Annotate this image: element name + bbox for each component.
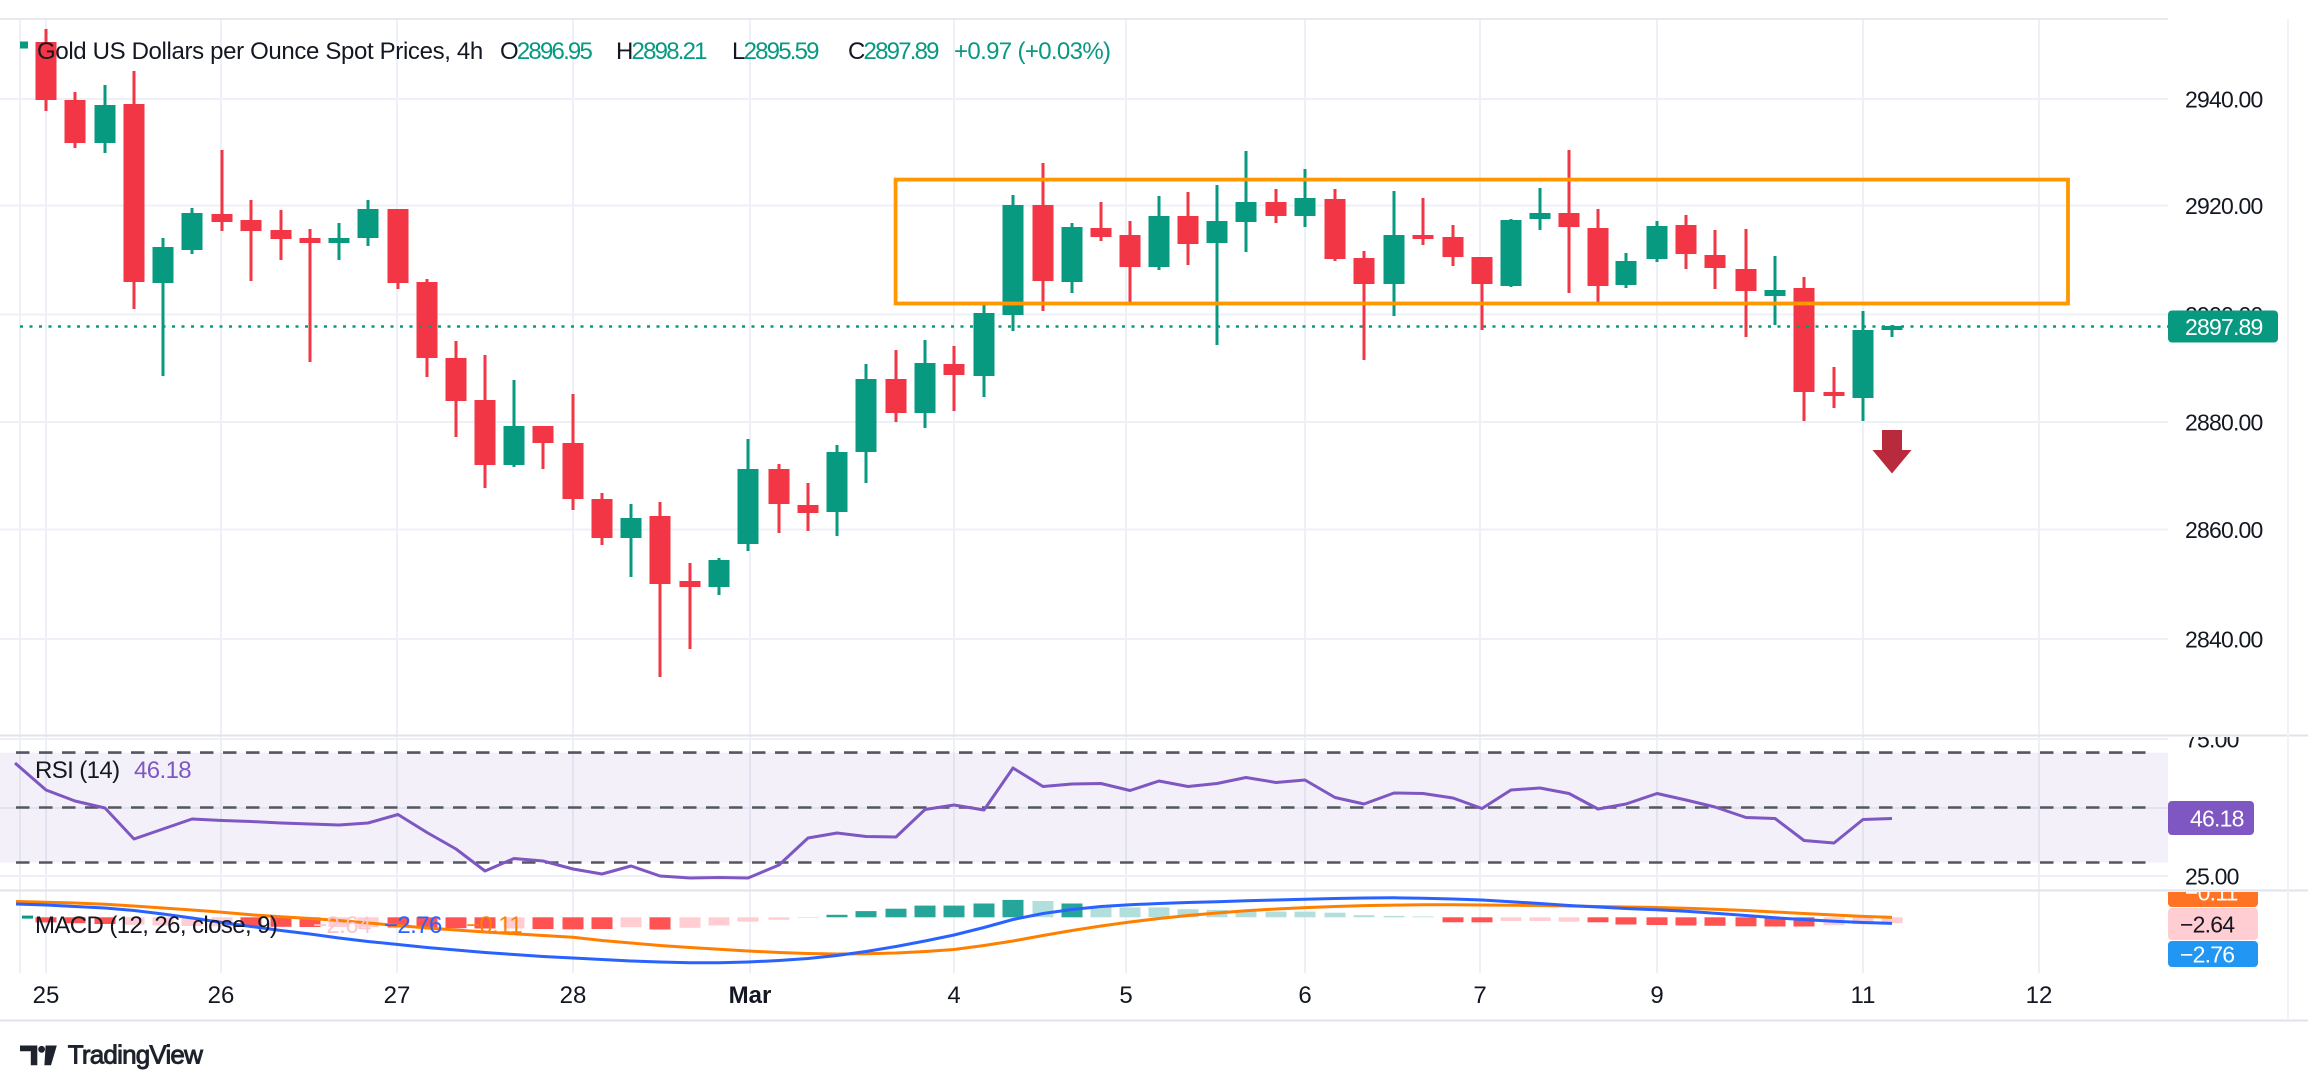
svg-text:6: 6 xyxy=(1298,982,1311,1009)
svg-text:L2895.59: L2895.59 xyxy=(732,38,819,65)
svg-text:4: 4 xyxy=(947,982,960,1009)
svg-text:Gold US Dollars per Ounce Spot: Gold US Dollars per Ounce Spot Prices, 4… xyxy=(37,38,483,65)
svg-text:2920.00: 2920.00 xyxy=(2185,193,2263,219)
svg-text:O2896.95: O2896.95 xyxy=(500,38,592,65)
svg-text:26: 26 xyxy=(208,982,235,1009)
svg-text:2840.00: 2840.00 xyxy=(2185,627,2263,653)
svg-text:−2.64: −2.64 xyxy=(313,912,371,939)
svg-text:−0.11: −0.11 xyxy=(466,912,522,939)
svg-text:C2897.89: C2897.89 xyxy=(848,38,939,65)
svg-text:−2.76: −2.76 xyxy=(2180,942,2234,968)
svg-text:MACD (12, 26, close, 9): MACD (12, 26, close, 9) xyxy=(35,912,277,939)
svg-text:5: 5 xyxy=(1119,982,1132,1009)
svg-text:25: 25 xyxy=(33,982,60,1009)
svg-text:27: 27 xyxy=(384,982,411,1009)
svg-text:2897.89: 2897.89 xyxy=(2185,314,2263,340)
svg-text:2940.00: 2940.00 xyxy=(2185,87,2263,113)
svg-text:−2.64: −2.64 xyxy=(2180,912,2235,938)
svg-text:12: 12 xyxy=(2026,982,2053,1009)
svg-text:H2898.21: H2898.21 xyxy=(616,38,707,65)
svg-text:28: 28 xyxy=(560,982,587,1009)
svg-text:7: 7 xyxy=(1473,982,1486,1009)
svg-text:TradingView: TradingView xyxy=(68,1040,203,1070)
svg-text:RSI (14) 46.18: RSI (14) 46.18 xyxy=(35,757,191,784)
svg-text:46.18: 46.18 xyxy=(2190,806,2244,832)
svg-text:+0.97 (+0.03%): +0.97 (+0.03%) xyxy=(954,38,1110,65)
svg-text:9: 9 xyxy=(1650,982,1663,1009)
svg-text:11: 11 xyxy=(1851,982,1876,1009)
svg-text:−2.76: −2.76 xyxy=(384,912,442,939)
svg-text:2880.00: 2880.00 xyxy=(2185,410,2263,436)
svg-text:2860.00: 2860.00 xyxy=(2185,517,2263,543)
svg-text:25.00: 25.00 xyxy=(2185,864,2239,890)
svg-text:75.00: 75.00 xyxy=(2185,727,2239,753)
svg-text:Mar: Mar xyxy=(729,982,772,1009)
svg-text:−0.11: −0.11 xyxy=(2185,880,2238,906)
